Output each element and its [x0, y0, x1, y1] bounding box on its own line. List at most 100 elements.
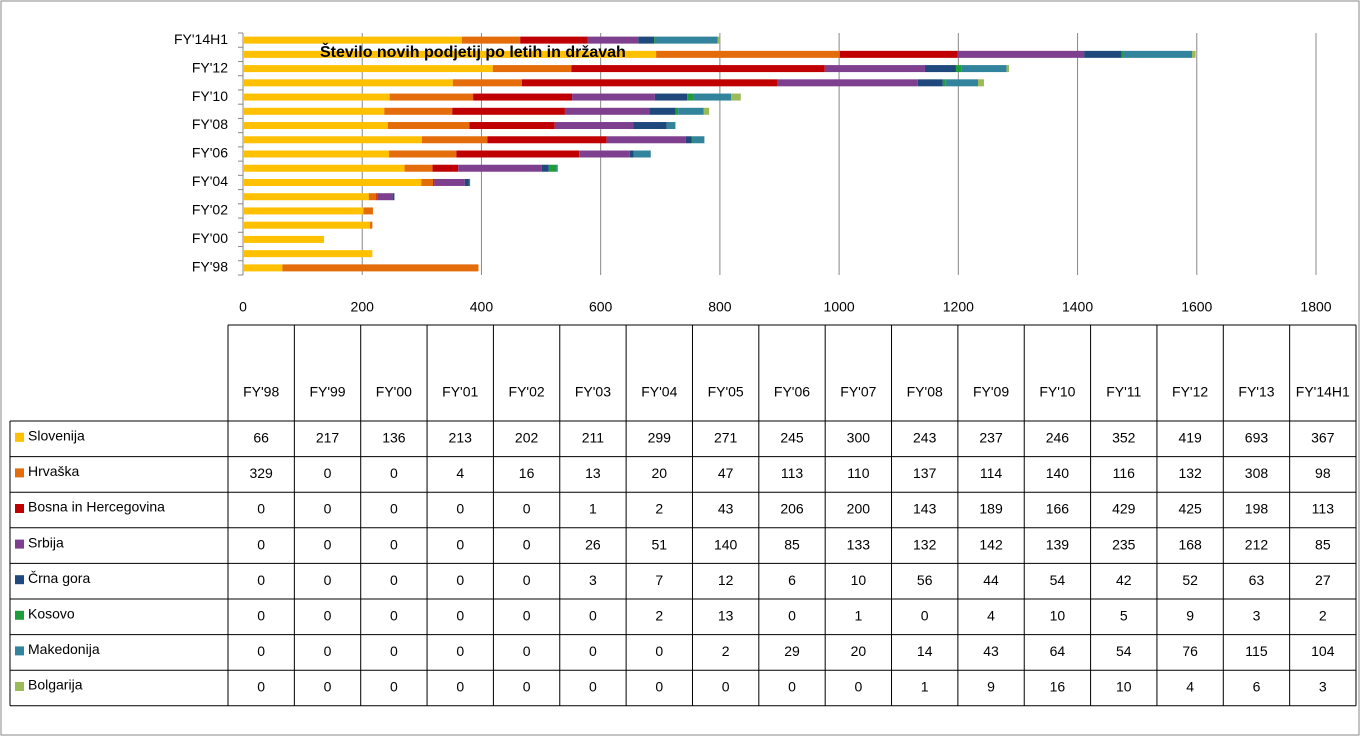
- table-cell: 0: [324, 572, 332, 588]
- x-tick-label: 800: [708, 299, 732, 315]
- x-tick-label: 600: [589, 299, 613, 315]
- table-cell: 0: [324, 501, 332, 517]
- table-cell: 113: [1312, 501, 1335, 517]
- table-cell: 140: [714, 536, 738, 552]
- bar-segment: [1192, 50, 1196, 58]
- bar-segment: [243, 150, 390, 158]
- bar-segment: [243, 79, 453, 87]
- table-cell: 1: [921, 679, 929, 695]
- legend-swatch: [15, 468, 24, 478]
- bar-segment: [387, 122, 470, 130]
- table-cell: 0: [324, 465, 332, 481]
- bar-segment: [421, 136, 488, 144]
- table-cell: 211: [582, 430, 605, 446]
- bar-segment: [243, 122, 388, 130]
- table-cell: 198: [1245, 501, 1269, 517]
- bar-segment: [675, 122, 676, 130]
- bar-segment: [421, 178, 434, 186]
- bar-segment: [473, 93, 573, 101]
- table-cell: 143: [913, 501, 937, 517]
- bar-segment: [945, 79, 979, 87]
- bar-segment: [629, 150, 634, 158]
- legend-label: Hrvaška: [28, 463, 80, 479]
- x-tick-label: 1600: [1181, 299, 1212, 315]
- bar-segment: [777, 79, 918, 87]
- table-cell: 6: [788, 572, 796, 588]
- table-cell: 132: [1178, 465, 1202, 481]
- table-header: FY'00: [376, 384, 412, 400]
- bar-segment: [389, 93, 474, 101]
- table-header: FY'02: [509, 384, 545, 400]
- table-cell: 44: [983, 572, 999, 588]
- bar-segment: [520, 36, 588, 44]
- y-tick-label: FY'08: [192, 116, 228, 132]
- table-cell: 0: [390, 465, 398, 481]
- bar-segment: [839, 50, 958, 58]
- bar-segment: [1123, 50, 1193, 58]
- bar-segment: [703, 107, 710, 115]
- bar-segment: [461, 36, 521, 44]
- bar-segment: [452, 79, 522, 87]
- table-cell: 113: [781, 465, 804, 481]
- table-cell: 0: [390, 608, 398, 624]
- table-cell: 0: [456, 608, 464, 624]
- bar-segment: [717, 36, 720, 44]
- bar-segment: [955, 65, 962, 73]
- bar-segment: [633, 150, 651, 158]
- legend-swatch: [15, 610, 24, 620]
- bar-segment: [243, 250, 373, 258]
- table-header: FY'11: [1106, 384, 1141, 400]
- bar-segment: [384, 107, 453, 115]
- table-cell: 0: [456, 501, 464, 517]
- table-cell: 189: [979, 501, 1003, 517]
- table-header: FY'04: [641, 384, 677, 400]
- legend-swatch: [15, 539, 24, 549]
- table-cell: 0: [456, 572, 464, 588]
- table-cell: 42: [1116, 572, 1132, 588]
- table-cell: 299: [648, 430, 672, 446]
- table-cell: 206: [780, 501, 804, 517]
- table-cell: 0: [390, 536, 398, 552]
- bar-segment: [571, 65, 825, 73]
- bar-segment: [464, 178, 469, 186]
- table-cell: 425: [1178, 501, 1202, 517]
- table-cell: 16: [519, 465, 535, 481]
- table-cell: 300: [847, 430, 871, 446]
- x-tick-label: 1000: [824, 299, 855, 315]
- legend-label: Bosna in Hercegovina: [28, 499, 165, 515]
- table-cell: 0: [589, 679, 597, 695]
- table-cell: 202: [515, 430, 539, 446]
- table-cell: 693: [1245, 430, 1269, 446]
- table-cell: 0: [523, 608, 531, 624]
- bar-segment: [666, 122, 676, 130]
- table-cell: 213: [449, 430, 473, 446]
- bar-segment: [521, 79, 778, 87]
- table-cell: 64: [1050, 643, 1066, 659]
- table-cell: 0: [523, 501, 531, 517]
- table-cell: 0: [257, 572, 265, 588]
- table-cell: 133: [847, 536, 871, 552]
- table-cell: 2: [655, 608, 663, 624]
- table-cell: 429: [1112, 501, 1136, 517]
- table-cell: 0: [456, 643, 464, 659]
- table-cell: 4: [456, 465, 464, 481]
- table-cell: 43: [983, 643, 999, 659]
- bar-segment: [434, 178, 465, 186]
- bar-segment: [243, 50, 657, 58]
- table-cell: 246: [1046, 430, 1070, 446]
- bar-segment: [243, 235, 325, 243]
- table-cell: 10: [1116, 679, 1132, 695]
- bar-segment: [554, 122, 634, 130]
- legend-label: Slovenija: [28, 428, 85, 444]
- y-tick-label: FY'06: [192, 145, 228, 161]
- table-cell: 168: [1178, 536, 1202, 552]
- table-cell: 66: [253, 430, 269, 446]
- table-cell: 0: [655, 643, 663, 659]
- table-cell: 4: [987, 608, 995, 624]
- table-cell: 29: [784, 643, 800, 659]
- table-cell: 43: [718, 501, 734, 517]
- bar-segment: [917, 79, 943, 87]
- bar-segment: [452, 107, 565, 115]
